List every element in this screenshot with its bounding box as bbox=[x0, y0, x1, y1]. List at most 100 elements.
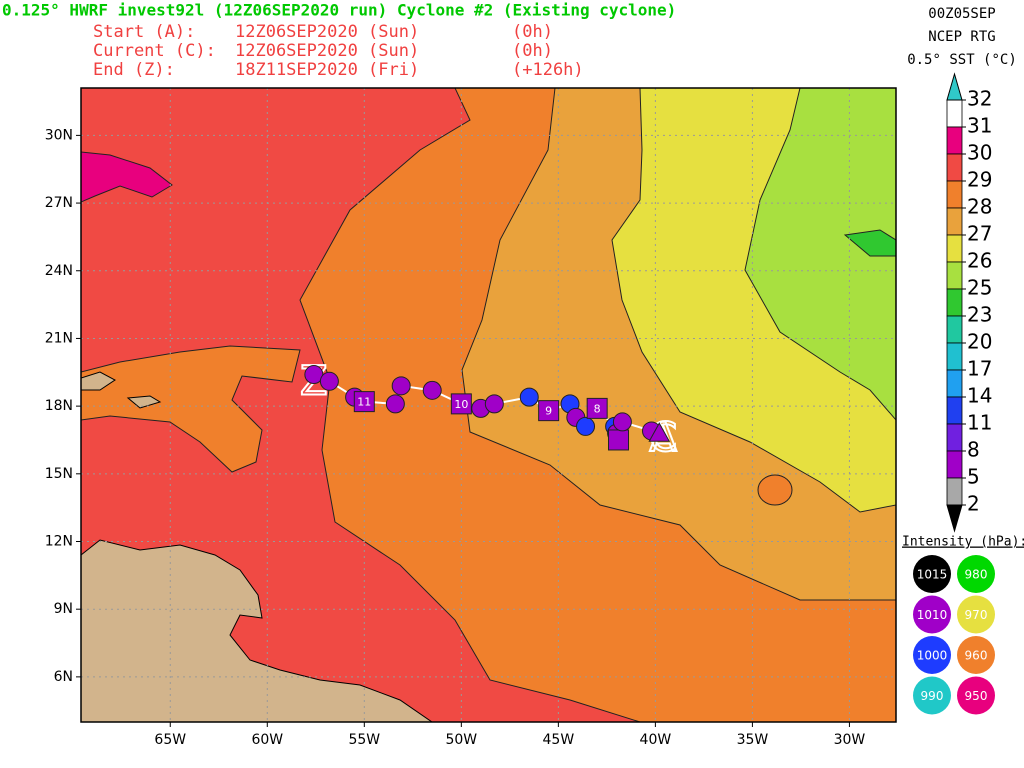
intensity-swatch bbox=[913, 555, 951, 593]
map-frame bbox=[80, 87, 897, 723]
intensity-label: 1000 bbox=[917, 649, 948, 663]
track-marker bbox=[319, 371, 339, 391]
track-marker bbox=[450, 393, 472, 415]
lat-tick-label: 27N bbox=[45, 195, 73, 211]
colorbar-segment bbox=[946, 153, 963, 182]
colorbar-label: 8 bbox=[967, 438, 980, 462]
lat-tick-label: 9N bbox=[54, 601, 73, 617]
track-marker bbox=[519, 387, 539, 407]
colorbar-label: 2 bbox=[967, 492, 980, 516]
intensity-title: Intensity (hPa): bbox=[902, 535, 1024, 550]
sst-region bbox=[843, 229, 896, 257]
lat-tick-label: 12N bbox=[45, 534, 73, 550]
intensity-swatch bbox=[957, 676, 995, 715]
intensity-label: 970 bbox=[965, 608, 988, 622]
land bbox=[81, 539, 433, 722]
colorbar-label: 32 bbox=[967, 87, 992, 111]
colorbar-label: 14 bbox=[967, 384, 992, 408]
colorbar-segment bbox=[946, 477, 963, 506]
run-info: Start (A): 12Z06SEP2020 (Sun) (0h) Current … bbox=[93, 22, 584, 80]
colorbar-segment bbox=[946, 180, 963, 209]
day-label: 9 bbox=[545, 405, 552, 418]
run-info-text: 18Z11SEP2020 (Fri) bbox=[235, 60, 419, 80]
colorbar-segment bbox=[946, 126, 963, 155]
run-info-text: 12Z06SEP2020 (Sun) bbox=[235, 22, 419, 42]
colorbar-label: 31 bbox=[967, 114, 992, 138]
track-marker bbox=[484, 394, 504, 414]
track-layer: ZAC111098 bbox=[299, 358, 678, 462]
title: 0.125° HWRF invest92l (12Z06SEP2020 run)… bbox=[2, 1, 676, 20]
colorbar-segment bbox=[946, 207, 963, 236]
run-info-text: Start (A): bbox=[93, 22, 195, 42]
intensity-label: 990 bbox=[921, 689, 944, 703]
track-marker bbox=[612, 412, 632, 432]
intensity-label: 1015 bbox=[917, 568, 948, 582]
sst-info-text: 0.5° SST (°C) bbox=[907, 52, 1017, 68]
intensity-swatch bbox=[913, 676, 951, 715]
lon-tick-label: 45W bbox=[543, 732, 575, 748]
intensity-swatch bbox=[957, 595, 995, 634]
lon-tick-label: 30W bbox=[834, 732, 866, 748]
colorbar-label: 17 bbox=[967, 357, 992, 381]
colorbar-label: 29 bbox=[967, 168, 992, 192]
colorbar-segment bbox=[946, 450, 963, 479]
lon-tick-label: 35W bbox=[737, 732, 769, 748]
track-marker bbox=[538, 400, 560, 422]
sst-info: 00Z05SEP NCEP RTG 0.5° SST (°C) bbox=[907, 6, 1017, 68]
intensity-label: 980 bbox=[965, 568, 988, 582]
lon-tick-label: 40W bbox=[640, 732, 672, 748]
land bbox=[81, 371, 116, 391]
run-info-text: (+126h) bbox=[512, 60, 584, 80]
colorbar-label: 26 bbox=[967, 249, 992, 273]
sst-region bbox=[81, 345, 301, 473]
track-marker bbox=[648, 422, 671, 442]
colorbar-label: 23 bbox=[967, 303, 992, 327]
track-marker bbox=[586, 397, 608, 419]
colorbar-segment bbox=[946, 342, 963, 371]
colorbar-label: 20 bbox=[967, 330, 992, 354]
lat-tick-label: 24N bbox=[45, 263, 73, 279]
colorbar-segment bbox=[946, 423, 963, 452]
colorbar-label: 25 bbox=[967, 276, 992, 300]
run-info-text: Current (C): bbox=[93, 41, 216, 61]
track-marker bbox=[353, 391, 375, 413]
intensity-label: 1010 bbox=[917, 608, 948, 622]
sst-region bbox=[81, 151, 173, 203]
sst-info-text: NCEP RTG bbox=[928, 29, 995, 45]
lon-tick-label: 50W bbox=[445, 732, 477, 748]
colorbar-under bbox=[946, 504, 963, 533]
day-label: 8 bbox=[594, 402, 601, 415]
colorbar-segment bbox=[946, 234, 963, 263]
colorbar-label: 11 bbox=[967, 411, 992, 435]
colorbar-over bbox=[946, 72, 963, 101]
colorbar-segment bbox=[946, 261, 963, 290]
track-marker bbox=[385, 394, 405, 414]
run-info-text: (0h) bbox=[512, 22, 553, 42]
lon-tick-label: 65W bbox=[154, 732, 186, 748]
intensity-label: 950 bbox=[965, 689, 988, 703]
sst-region bbox=[757, 474, 793, 506]
lon-tick-label: 55W bbox=[348, 732, 380, 748]
lat-tick-label: 30N bbox=[45, 127, 73, 143]
colorbar-segment bbox=[946, 99, 963, 128]
lat-tick-label: 15N bbox=[45, 466, 73, 482]
colorbar-label: 5 bbox=[967, 465, 980, 489]
grid-layer bbox=[76, 88, 896, 727]
colorbar-label: 28 bbox=[967, 195, 992, 219]
colorbar-segment bbox=[946, 315, 963, 344]
intensity-swatch bbox=[913, 636, 951, 674]
land bbox=[126, 395, 162, 409]
colorbar-segment bbox=[946, 369, 963, 398]
intensity-label: 960 bbox=[965, 649, 988, 663]
track-marker bbox=[422, 380, 442, 400]
colorbar-label: 30 bbox=[967, 141, 992, 165]
lat-tick-label: 21N bbox=[45, 330, 73, 346]
intensity-swatch bbox=[957, 636, 995, 674]
colorbar-segment bbox=[946, 288, 963, 317]
lon-tick-label: 60W bbox=[251, 732, 283, 748]
intensity-swatch bbox=[957, 555, 995, 593]
intensity-swatch bbox=[913, 595, 951, 634]
lat-tick-label: 6N bbox=[54, 669, 73, 685]
colorbar-label: 27 bbox=[967, 222, 992, 246]
